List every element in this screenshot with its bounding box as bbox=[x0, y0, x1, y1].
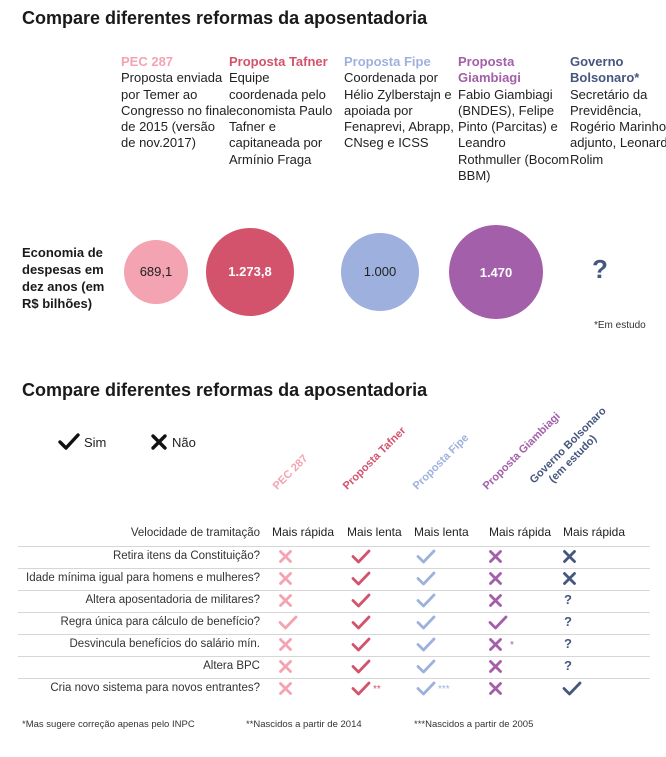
column-header-1: Proposta Tafner bbox=[340, 424, 409, 493]
economy-label: Economia de despesas em dez anos (em R$ … bbox=[22, 245, 105, 311]
proposal-name: Proposta Fipe bbox=[344, 54, 431, 69]
row-label-4: Desvincula benefícios do salário mín. bbox=[69, 638, 261, 650]
check-icon bbox=[351, 615, 371, 635]
check-icon bbox=[351, 637, 371, 657]
cross-icon bbox=[278, 549, 293, 569]
check-icon bbox=[278, 615, 298, 635]
proposal-1: Proposta Tafner Equipe coordenada pelo ec… bbox=[229, 54, 341, 168]
check-icon bbox=[416, 637, 436, 657]
row-label-2: Altera aposentadoria de militares? bbox=[85, 594, 260, 606]
row-divider bbox=[18, 612, 650, 613]
cross-icon bbox=[562, 571, 577, 591]
legend-yes: Sim bbox=[58, 433, 106, 451]
section2-title: Compare diferentes reformas da aposentad… bbox=[22, 380, 428, 400]
cross-icon bbox=[488, 549, 503, 569]
legend-no-label: Não bbox=[172, 434, 196, 450]
unknown-mark: ? bbox=[564, 636, 572, 651]
proposal-name: Proposta Tafner bbox=[229, 54, 328, 69]
footnote-1: *Mas sugere correção apenas pelo INPC bbox=[22, 719, 195, 730]
cross-icon bbox=[488, 681, 503, 701]
em-estudo-note: *Em estudo bbox=[594, 320, 646, 331]
column-header-2: Proposta Fipe bbox=[410, 431, 472, 493]
proposal-name: PEC 287 bbox=[121, 54, 174, 69]
row-divider bbox=[18, 678, 650, 679]
check-icon bbox=[416, 681, 436, 701]
column-header-0: PEC 287 bbox=[270, 452, 311, 493]
proposal-desc: Secretário da Previdência, Rogério Marin… bbox=[570, 86, 666, 167]
bubble-1: 1.273,8 bbox=[206, 228, 294, 316]
column-header-4: Governo Bolsonaro (em estudo) bbox=[527, 405, 609, 487]
speed-cell-4: Mais rápida bbox=[563, 525, 626, 539]
section1-title: Compare diferentes reformas da aposentad… bbox=[22, 8, 428, 28]
proposal-name: Proposta Giambiagi bbox=[458, 54, 521, 86]
bubble-3: 1.470 bbox=[449, 225, 543, 319]
bubble-0: 689,1 bbox=[123, 239, 189, 305]
cross-icon bbox=[278, 593, 293, 613]
check-icon bbox=[416, 593, 436, 613]
bubble-unknown: ? bbox=[592, 254, 608, 284]
footnote-3: ***Nascidos a partir de 2005 bbox=[414, 719, 534, 730]
proposal-desc: Equipe coordenada pelo economista Paulo … bbox=[229, 70, 333, 167]
proposal-desc: Coordenada por Hélio Zylberstajn e apoia… bbox=[344, 70, 454, 151]
cross-icon bbox=[488, 637, 503, 657]
footnote-2: **Nascidos a partir de 2014 bbox=[246, 719, 362, 730]
cross-icon bbox=[488, 571, 503, 591]
proposal-desc: Fabio Giambiagi (BNDES), Felipe Pinto (P… bbox=[458, 86, 570, 184]
row-divider bbox=[18, 546, 650, 547]
row-label-0: Retira itens da Constituição? bbox=[112, 550, 260, 562]
speed-cell-3: Mais rápida bbox=[489, 525, 552, 539]
check-icon bbox=[351, 681, 371, 701]
legend-no: Não bbox=[150, 433, 196, 451]
speed-cell-2: Mais lenta bbox=[414, 525, 469, 539]
row-label-1: Idade mínima igual para homens e mulhere… bbox=[26, 572, 260, 584]
check-icon bbox=[416, 615, 436, 635]
speed-label: Velocidade de tramitação bbox=[130, 527, 260, 539]
bubble-2: 1.000 bbox=[341, 233, 419, 311]
check-icon bbox=[351, 549, 371, 569]
cross-icon bbox=[278, 659, 293, 679]
check-icon bbox=[416, 659, 436, 679]
cross-icon bbox=[278, 681, 293, 701]
check-icon bbox=[416, 549, 436, 569]
unknown-mark: ? bbox=[564, 658, 572, 673]
check-icon bbox=[351, 571, 371, 591]
row-label-3: Regra única para cálculo de benefício? bbox=[60, 616, 260, 628]
row-divider bbox=[18, 634, 650, 635]
check-icon bbox=[58, 433, 80, 450]
mark-footnote-ref: *** bbox=[438, 684, 450, 695]
check-icon bbox=[351, 659, 371, 679]
proposal-4: Governo Bolsonaro* Secretário da Previdên… bbox=[570, 54, 666, 168]
proposal-2: Proposta Fipe Coordenada por Hélio Zylber… bbox=[344, 54, 456, 152]
row-label-5: Altera BPC bbox=[203, 660, 260, 672]
speed-cell-0: Mais rápida bbox=[272, 525, 335, 539]
cross-icon bbox=[278, 637, 293, 657]
check-icon bbox=[562, 681, 582, 701]
speed-cell-1: Mais lenta bbox=[347, 525, 402, 539]
legend-yes-label: Sim bbox=[84, 434, 107, 450]
row-label-6: Cria novo sistema para novos entrantes? bbox=[50, 682, 260, 694]
proposal-desc: Proposta enviada por Temer ao Congresso … bbox=[121, 70, 230, 151]
proposal-3: Proposta Giambiagi Fabio Giambiagi (BNDES… bbox=[458, 54, 570, 184]
unknown-mark: ? bbox=[564, 592, 572, 607]
mark-footnote-ref: ** bbox=[373, 684, 381, 695]
check-icon bbox=[416, 571, 436, 591]
mark-footnote-ref: * bbox=[510, 640, 514, 651]
check-icon bbox=[351, 593, 371, 613]
row-divider bbox=[18, 568, 650, 569]
cross-icon bbox=[151, 434, 167, 450]
cross-icon bbox=[488, 593, 503, 613]
unknown-mark: ? bbox=[564, 614, 572, 629]
proposal-0: PEC 287 Proposta enviada por Temer ao Con… bbox=[121, 54, 233, 152]
cross-icon bbox=[488, 659, 503, 679]
cross-icon bbox=[278, 571, 293, 591]
row-divider bbox=[18, 656, 650, 657]
row-divider bbox=[18, 590, 650, 591]
check-icon bbox=[488, 615, 508, 635]
cross-icon bbox=[562, 549, 577, 569]
proposal-name: Governo Bolsonaro* bbox=[570, 54, 640, 86]
